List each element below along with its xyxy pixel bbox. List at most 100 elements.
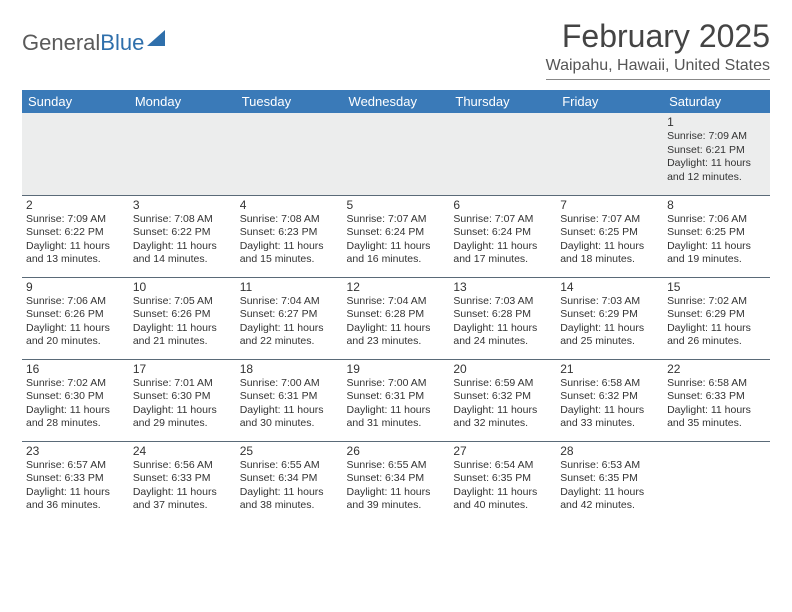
title-underline bbox=[546, 79, 770, 80]
day-details: Sunrise: 6:56 AMSunset: 6:33 PMDaylight:… bbox=[133, 459, 232, 514]
day-details: Sunrise: 7:05 AMSunset: 6:26 PMDaylight:… bbox=[133, 295, 232, 350]
day-number: 28 bbox=[560, 444, 659, 459]
day-details: Sunrise: 6:53 AMSunset: 6:35 PMDaylight:… bbox=[560, 459, 659, 514]
day-number: 10 bbox=[133, 280, 232, 295]
calendar-cell: 23Sunrise: 6:57 AMSunset: 6:33 PMDayligh… bbox=[22, 441, 129, 523]
day-number: 2 bbox=[26, 198, 125, 213]
calendar-cell: 26Sunrise: 6:55 AMSunset: 6:34 PMDayligh… bbox=[343, 441, 450, 523]
day-number: 27 bbox=[453, 444, 552, 459]
day-details: Sunrise: 6:57 AMSunset: 6:33 PMDaylight:… bbox=[26, 459, 125, 514]
day-number: 20 bbox=[453, 362, 552, 377]
day-details: Sunrise: 7:02 AMSunset: 6:29 PMDaylight:… bbox=[667, 295, 766, 350]
day-number: 14 bbox=[560, 280, 659, 295]
day-number: 5 bbox=[347, 198, 446, 213]
calendar-week-row: 9Sunrise: 7:06 AMSunset: 6:26 PMDaylight… bbox=[22, 277, 770, 359]
day-details: Sunrise: 7:07 AMSunset: 6:25 PMDaylight:… bbox=[560, 213, 659, 268]
calendar-cell bbox=[129, 113, 236, 195]
calendar-header-row: Sunday Monday Tuesday Wednesday Thursday… bbox=[22, 90, 770, 113]
calendar-cell: 3Sunrise: 7:08 AMSunset: 6:22 PMDaylight… bbox=[129, 195, 236, 277]
day-number: 15 bbox=[667, 280, 766, 295]
day-details: Sunrise: 6:54 AMSunset: 6:35 PMDaylight:… bbox=[453, 459, 552, 514]
day-number: 9 bbox=[26, 280, 125, 295]
calendar-cell: 11Sunrise: 7:04 AMSunset: 6:27 PMDayligh… bbox=[236, 277, 343, 359]
day-number: 7 bbox=[560, 198, 659, 213]
calendar-cell bbox=[343, 113, 450, 195]
day-details: Sunrise: 7:01 AMSunset: 6:30 PMDaylight:… bbox=[133, 377, 232, 432]
brand-word-2: Blue bbox=[100, 30, 144, 56]
day-details: Sunrise: 7:09 AMSunset: 6:21 PMDaylight:… bbox=[667, 130, 766, 185]
day-details: Sunrise: 7:00 AMSunset: 6:31 PMDaylight:… bbox=[347, 377, 446, 432]
day-details: Sunrise: 6:59 AMSunset: 6:32 PMDaylight:… bbox=[453, 377, 552, 432]
day-number: 12 bbox=[347, 280, 446, 295]
day-number: 18 bbox=[240, 362, 339, 377]
day-number: 16 bbox=[26, 362, 125, 377]
day-number: 3 bbox=[133, 198, 232, 213]
calendar-cell: 14Sunrise: 7:03 AMSunset: 6:29 PMDayligh… bbox=[556, 277, 663, 359]
day-details: Sunrise: 7:06 AMSunset: 6:25 PMDaylight:… bbox=[667, 213, 766, 268]
calendar-cell: 2Sunrise: 7:09 AMSunset: 6:22 PMDaylight… bbox=[22, 195, 129, 277]
calendar-cell bbox=[663, 441, 770, 523]
calendar-cell: 13Sunrise: 7:03 AMSunset: 6:28 PMDayligh… bbox=[449, 277, 556, 359]
day-details: Sunrise: 7:09 AMSunset: 6:22 PMDaylight:… bbox=[26, 213, 125, 268]
day-details: Sunrise: 7:00 AMSunset: 6:31 PMDaylight:… bbox=[240, 377, 339, 432]
calendar-cell: 25Sunrise: 6:55 AMSunset: 6:34 PMDayligh… bbox=[236, 441, 343, 523]
day-details: Sunrise: 7:07 AMSunset: 6:24 PMDaylight:… bbox=[347, 213, 446, 268]
calendar-week-row: 23Sunrise: 6:57 AMSunset: 6:33 PMDayligh… bbox=[22, 441, 770, 523]
calendar-cell: 17Sunrise: 7:01 AMSunset: 6:30 PMDayligh… bbox=[129, 359, 236, 441]
calendar-cell: 28Sunrise: 6:53 AMSunset: 6:35 PMDayligh… bbox=[556, 441, 663, 523]
calendar-cell: 18Sunrise: 7:00 AMSunset: 6:31 PMDayligh… bbox=[236, 359, 343, 441]
col-thursday: Thursday bbox=[449, 90, 556, 113]
day-details: Sunrise: 7:06 AMSunset: 6:26 PMDaylight:… bbox=[26, 295, 125, 350]
brand-logo: GeneralBlue bbox=[22, 18, 165, 56]
calendar-week-row: 2Sunrise: 7:09 AMSunset: 6:22 PMDaylight… bbox=[22, 195, 770, 277]
calendar-cell: 27Sunrise: 6:54 AMSunset: 6:35 PMDayligh… bbox=[449, 441, 556, 523]
calendar-cell: 7Sunrise: 7:07 AMSunset: 6:25 PMDaylight… bbox=[556, 195, 663, 277]
day-details: Sunrise: 7:08 AMSunset: 6:23 PMDaylight:… bbox=[240, 213, 339, 268]
day-number: 23 bbox=[26, 444, 125, 459]
calendar-cell: 22Sunrise: 6:58 AMSunset: 6:33 PMDayligh… bbox=[663, 359, 770, 441]
calendar-cell: 20Sunrise: 6:59 AMSunset: 6:32 PMDayligh… bbox=[449, 359, 556, 441]
sail-icon bbox=[147, 30, 165, 46]
calendar-cell: 8Sunrise: 7:06 AMSunset: 6:25 PMDaylight… bbox=[663, 195, 770, 277]
calendar-cell: 10Sunrise: 7:05 AMSunset: 6:26 PMDayligh… bbox=[129, 277, 236, 359]
day-number: 13 bbox=[453, 280, 552, 295]
calendar-cell: 21Sunrise: 6:58 AMSunset: 6:32 PMDayligh… bbox=[556, 359, 663, 441]
col-saturday: Saturday bbox=[663, 90, 770, 113]
calendar-week-row: 16Sunrise: 7:02 AMSunset: 6:30 PMDayligh… bbox=[22, 359, 770, 441]
title-block: February 2025 Waipahu, Hawaii, United St… bbox=[546, 18, 770, 80]
calendar-cell: 6Sunrise: 7:07 AMSunset: 6:24 PMDaylight… bbox=[449, 195, 556, 277]
col-tuesday: Tuesday bbox=[236, 90, 343, 113]
page-title: February 2025 bbox=[546, 18, 770, 55]
day-number: 22 bbox=[667, 362, 766, 377]
calendar-cell: 24Sunrise: 6:56 AMSunset: 6:33 PMDayligh… bbox=[129, 441, 236, 523]
calendar-cell: 15Sunrise: 7:02 AMSunset: 6:29 PMDayligh… bbox=[663, 277, 770, 359]
location-subtitle: Waipahu, Hawaii, United States bbox=[546, 57, 770, 75]
calendar-body: 1Sunrise: 7:09 AMSunset: 6:21 PMDaylight… bbox=[22, 113, 770, 523]
day-number: 25 bbox=[240, 444, 339, 459]
day-number: 19 bbox=[347, 362, 446, 377]
day-details: Sunrise: 6:58 AMSunset: 6:32 PMDaylight:… bbox=[560, 377, 659, 432]
day-details: Sunrise: 7:03 AMSunset: 6:29 PMDaylight:… bbox=[560, 295, 659, 350]
day-details: Sunrise: 7:02 AMSunset: 6:30 PMDaylight:… bbox=[26, 377, 125, 432]
day-number: 17 bbox=[133, 362, 232, 377]
day-number: 6 bbox=[453, 198, 552, 213]
calendar-cell: 4Sunrise: 7:08 AMSunset: 6:23 PMDaylight… bbox=[236, 195, 343, 277]
calendar-cell: 19Sunrise: 7:00 AMSunset: 6:31 PMDayligh… bbox=[343, 359, 450, 441]
day-number: 26 bbox=[347, 444, 446, 459]
col-sunday: Sunday bbox=[22, 90, 129, 113]
col-wednesday: Wednesday bbox=[343, 90, 450, 113]
day-number: 1 bbox=[667, 115, 766, 130]
col-friday: Friday bbox=[556, 90, 663, 113]
day-details: Sunrise: 7:04 AMSunset: 6:27 PMDaylight:… bbox=[240, 295, 339, 350]
day-number: 21 bbox=[560, 362, 659, 377]
brand-word-1: General bbox=[22, 30, 100, 56]
day-number: 24 bbox=[133, 444, 232, 459]
day-number: 11 bbox=[240, 280, 339, 295]
calendar-cell: 1Sunrise: 7:09 AMSunset: 6:21 PMDaylight… bbox=[663, 113, 770, 195]
calendar-cell bbox=[449, 113, 556, 195]
calendar-cell: 5Sunrise: 7:07 AMSunset: 6:24 PMDaylight… bbox=[343, 195, 450, 277]
calendar-cell bbox=[22, 113, 129, 195]
day-details: Sunrise: 7:07 AMSunset: 6:24 PMDaylight:… bbox=[453, 213, 552, 268]
calendar-cell bbox=[236, 113, 343, 195]
day-details: Sunrise: 7:04 AMSunset: 6:28 PMDaylight:… bbox=[347, 295, 446, 350]
